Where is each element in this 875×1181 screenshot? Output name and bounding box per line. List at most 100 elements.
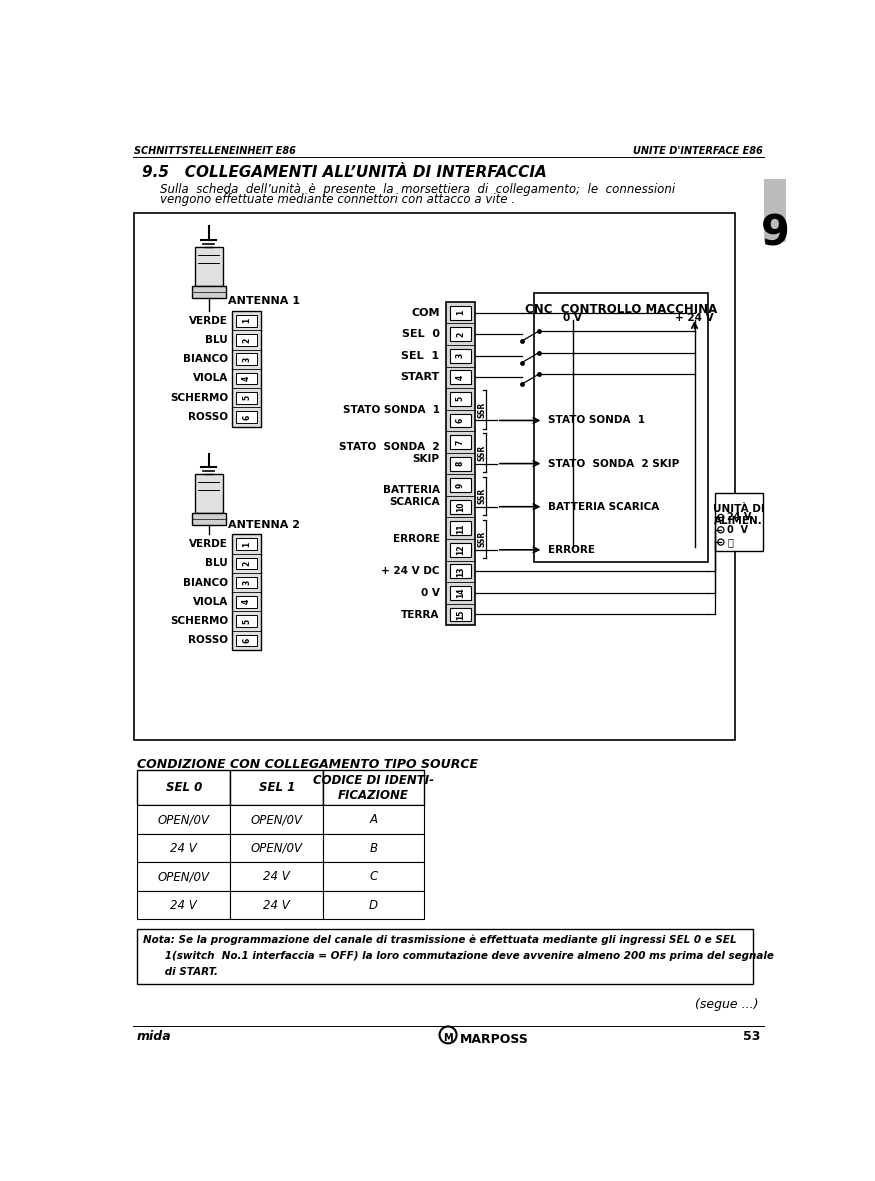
Text: VIOLA: VIOLA xyxy=(192,373,228,384)
Text: COM: COM xyxy=(411,308,439,318)
Text: mida: mida xyxy=(136,1030,172,1043)
Text: 24 V: 24 V xyxy=(727,513,752,522)
Text: ROSSO: ROSSO xyxy=(188,635,228,645)
Text: 24 V: 24 V xyxy=(263,870,290,883)
Text: 0 V: 0 V xyxy=(421,588,439,598)
Text: 24 V: 24 V xyxy=(171,899,197,912)
Text: 11: 11 xyxy=(456,523,465,534)
Text: 8: 8 xyxy=(456,461,465,466)
Text: ANTENNA 1: ANTENNA 1 xyxy=(228,296,300,307)
Text: 0  V: 0 V xyxy=(727,524,748,535)
Bar xyxy=(230,770,323,805)
Bar xyxy=(235,596,257,607)
Text: BATTERIA SCARICA: BATTERIA SCARICA xyxy=(548,502,659,511)
Text: SCHERMO: SCHERMO xyxy=(170,616,228,626)
Bar xyxy=(230,805,323,834)
Text: 4: 4 xyxy=(242,599,251,605)
Text: 7: 7 xyxy=(456,439,465,445)
Bar xyxy=(235,334,257,346)
Text: TERRA: TERRA xyxy=(401,609,439,620)
Text: 3: 3 xyxy=(242,580,251,585)
Text: 1: 1 xyxy=(242,541,251,547)
Bar xyxy=(450,607,472,621)
Bar xyxy=(235,315,257,326)
Bar xyxy=(450,413,472,428)
Bar xyxy=(450,348,472,363)
Text: SEL 1: SEL 1 xyxy=(259,782,295,795)
Text: 9: 9 xyxy=(456,483,465,488)
Text: 6: 6 xyxy=(242,638,251,642)
Bar xyxy=(235,557,257,569)
Bar xyxy=(137,805,230,834)
Text: 53: 53 xyxy=(743,1030,760,1043)
Text: + 24 V: + 24 V xyxy=(676,313,714,324)
Text: 14: 14 xyxy=(456,588,465,599)
Bar xyxy=(450,500,472,514)
Text: D: D xyxy=(369,899,378,912)
Bar xyxy=(450,392,472,406)
Text: 9.5   COLLEGAMENTI ALL’UNITÀ DI INTERFACCIA: 9.5 COLLEGAMENTI ALL’UNITÀ DI INTERFACCI… xyxy=(142,165,547,180)
Text: OPEN/0V: OPEN/0V xyxy=(158,814,210,827)
Text: 5: 5 xyxy=(456,397,465,402)
Bar xyxy=(137,834,230,862)
Bar xyxy=(137,890,230,920)
Text: M: M xyxy=(444,1032,453,1043)
Text: SEL  0: SEL 0 xyxy=(402,329,439,339)
Text: 2: 2 xyxy=(242,561,251,566)
Text: VERDE: VERDE xyxy=(189,315,228,326)
Bar xyxy=(450,565,472,579)
Text: ERRORE: ERRORE xyxy=(393,534,439,544)
Text: 1: 1 xyxy=(456,311,465,315)
Text: SEL 0: SEL 0 xyxy=(165,782,202,795)
Text: (segue ...): (segue ...) xyxy=(696,998,759,1011)
Text: UNITE D'INTERFACE E86: UNITE D'INTERFACE E86 xyxy=(633,145,763,156)
Text: SSR: SSR xyxy=(478,402,487,418)
Text: A: A xyxy=(369,814,378,827)
Bar xyxy=(194,475,222,513)
Bar xyxy=(232,535,262,650)
Bar xyxy=(137,770,230,805)
Text: 3: 3 xyxy=(242,357,251,361)
Text: 3: 3 xyxy=(456,353,465,358)
Bar xyxy=(450,521,472,535)
Text: ERRORE: ERRORE xyxy=(548,544,595,555)
Bar xyxy=(450,435,472,449)
Text: 13: 13 xyxy=(456,566,465,576)
Text: 6: 6 xyxy=(456,418,465,423)
Text: CNC  CONTROLLO MACCHINA: CNC CONTROLLO MACCHINA xyxy=(525,302,718,315)
Text: SCHERMO: SCHERMO xyxy=(170,393,228,403)
Text: 0 V: 0 V xyxy=(564,313,582,324)
Text: SSR: SSR xyxy=(478,445,487,461)
Bar xyxy=(450,457,472,470)
Bar xyxy=(450,478,472,492)
Bar xyxy=(450,327,472,341)
Bar xyxy=(534,293,709,562)
Text: 2: 2 xyxy=(242,338,251,342)
Text: Sulla  scheda  dell’unità  è  presente  la  morsettiera  di  collegamento;  le  : Sulla scheda dell’unità è presente la mo… xyxy=(160,183,675,196)
Text: ANTENNA 2: ANTENNA 2 xyxy=(228,520,300,530)
Text: CODICE DI IDENTI-
FICAZIONE: CODICE DI IDENTI- FICAZIONE xyxy=(313,774,434,802)
Bar xyxy=(235,392,257,404)
Bar xyxy=(450,543,472,556)
Bar xyxy=(137,928,753,984)
Bar xyxy=(192,513,226,526)
Bar xyxy=(450,371,472,384)
Text: 2: 2 xyxy=(456,332,465,337)
Text: 4: 4 xyxy=(242,376,251,381)
Text: MARPOSS: MARPOSS xyxy=(459,1032,528,1045)
Bar xyxy=(134,213,735,740)
Bar xyxy=(445,302,475,625)
Text: VIOLA: VIOLA xyxy=(192,596,228,607)
Text: STATO SONDA  1: STATO SONDA 1 xyxy=(342,405,439,415)
Text: SSR: SSR xyxy=(478,488,487,504)
Text: ROSSO: ROSSO xyxy=(188,412,228,422)
Text: BLU: BLU xyxy=(206,559,228,568)
Text: UNITÀ DI
ALIMEN.: UNITÀ DI ALIMEN. xyxy=(713,503,765,526)
Text: 24 V: 24 V xyxy=(263,899,290,912)
Text: B: B xyxy=(369,842,378,855)
Text: 5: 5 xyxy=(242,396,251,400)
Text: C: C xyxy=(369,870,378,883)
Text: SSR: SSR xyxy=(478,531,487,547)
Bar xyxy=(230,834,323,862)
Text: 5: 5 xyxy=(242,619,251,624)
